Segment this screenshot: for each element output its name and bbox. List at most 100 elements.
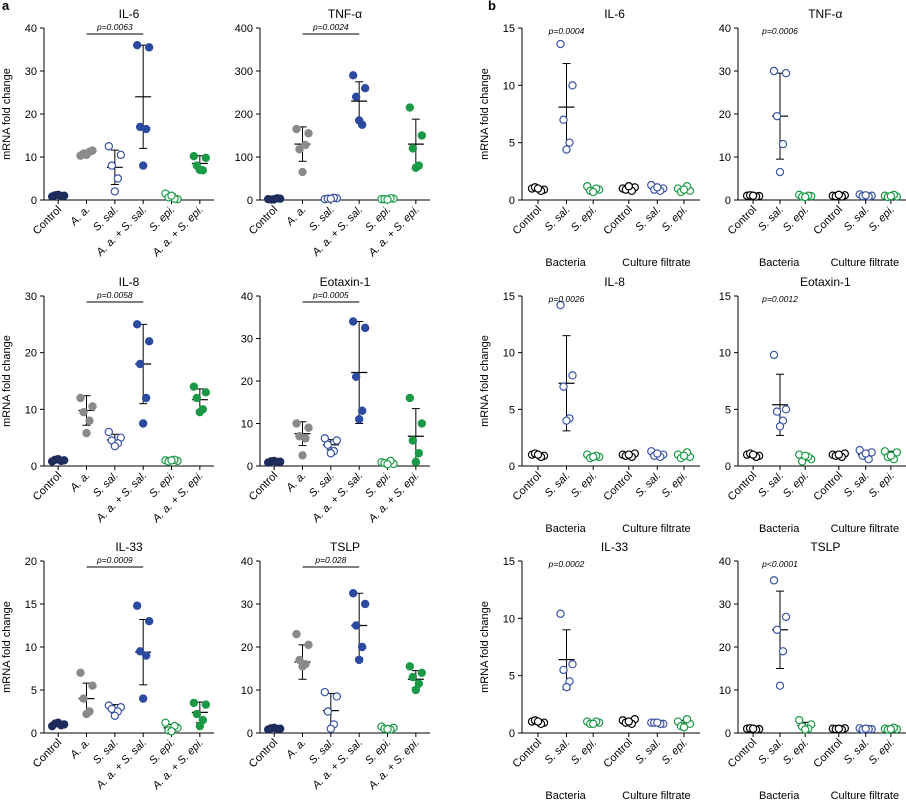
x-tick-label: S. epi.	[866, 470, 897, 501]
y-tick-label: 5	[509, 404, 515, 416]
x-tick-label: Control	[601, 470, 635, 504]
data-point	[861, 191, 870, 200]
x-tick-label: S. sal.	[543, 737, 573, 767]
data-point	[405, 662, 415, 671]
data-point	[411, 163, 421, 172]
section-label-culture-filtrate: Culture filtrate	[622, 257, 690, 269]
data-point	[653, 449, 662, 458]
p-value-label: p=0.0006	[761, 26, 798, 36]
data-point	[360, 599, 370, 609]
y-tick-label: 20	[719, 109, 731, 121]
data-point	[53, 718, 63, 727]
x-tick-label: Control	[726, 204, 760, 238]
x-tick-label: A. a.	[283, 204, 308, 229]
y-tick-label: 15	[503, 23, 515, 35]
data-point	[781, 612, 791, 622]
y-tick-label: 200	[235, 109, 253, 121]
x-tick-label: S. epi.	[660, 737, 691, 768]
data-point	[301, 434, 310, 443]
x-tick-label: S. epi.	[781, 737, 812, 768]
data-point	[748, 724, 758, 733]
section-label-bacteria: Bacteria	[759, 790, 800, 802]
data-point	[167, 456, 176, 465]
data-point	[408, 672, 418, 682]
data-point	[88, 402, 97, 411]
y-tick-label: 0	[31, 195, 37, 207]
data-point	[834, 724, 844, 733]
data-point	[834, 450, 844, 459]
y-tick-label: 5	[725, 404, 731, 416]
data-point	[332, 436, 342, 445]
data-point	[624, 450, 634, 459]
data-point	[360, 323, 370, 333]
x-tick-label: A. a. + S. epi.	[366, 204, 422, 260]
p-value-label: p=0.028	[314, 555, 346, 565]
y-tick-label: 30	[241, 599, 253, 611]
x-tick-label: S. sal.	[756, 204, 786, 234]
x-tick-label: S. sal.	[842, 470, 872, 500]
x-tick-label: S. sal.	[543, 204, 573, 234]
y-tick-label: 0	[725, 461, 731, 473]
data-point	[304, 423, 313, 432]
data-point	[653, 183, 662, 192]
section-label-bacteria: Bacteria	[545, 523, 586, 535]
data-point	[269, 194, 279, 204]
section-label-culture-filtrate: Culture filtrate	[831, 257, 899, 269]
data-point	[408, 436, 418, 445]
chart-title: IL-8	[119, 275, 140, 289]
data-point	[775, 681, 785, 690]
y-tick-label: 10	[503, 613, 515, 625]
y-tick-label: 10	[719, 152, 731, 164]
x-tick-label: A. a. + S. epi.	[150, 204, 206, 260]
data-point	[769, 350, 779, 360]
data-point	[348, 589, 358, 598]
x-tick-label: Control	[511, 737, 545, 771]
data-point	[53, 190, 63, 200]
data-point	[298, 662, 307, 671]
x-tick-label: S. sal.	[543, 470, 573, 500]
y-tick-label: 0	[31, 728, 37, 740]
chart-title: TNF-α	[328, 7, 362, 21]
chart-title: Eotaxin-1	[320, 275, 371, 289]
data-point	[556, 39, 565, 49]
data-point	[886, 191, 896, 201]
data-point	[775, 167, 785, 177]
data-point	[138, 694, 148, 703]
data-point	[76, 668, 85, 678]
y-tick-label: 10	[719, 348, 731, 360]
data-point	[298, 167, 307, 177]
data-point	[132, 601, 142, 610]
y-tick-label: 10	[503, 80, 515, 92]
data-point	[354, 655, 364, 665]
data-point	[351, 372, 361, 381]
data-point	[679, 451, 689, 460]
x-tick-label: Control	[811, 470, 845, 504]
data-point	[161, 718, 170, 727]
data-point	[562, 416, 571, 425]
data-point	[192, 709, 202, 719]
y-tick-label: 10	[241, 685, 253, 697]
x-tick-label: S. epi.	[866, 737, 897, 768]
panel-label-a: a	[2, 0, 10, 13]
data-point	[834, 190, 844, 200]
data-point	[195, 407, 205, 417]
data-point	[304, 640, 313, 650]
x-tick-label: Control	[726, 470, 760, 504]
data-point	[533, 184, 543, 193]
data-point	[85, 416, 94, 425]
section-label-culture-filtrate: Culture filtrate	[831, 790, 899, 802]
data-point	[801, 192, 810, 202]
x-tick-label: A. a.	[67, 737, 92, 762]
x-tick-label: Control	[511, 204, 545, 238]
chart-title: IL-8	[604, 275, 625, 289]
data-point	[556, 609, 565, 618]
x-tick-label: S. epi.	[569, 737, 600, 768]
data-point	[351, 92, 361, 102]
data-point	[113, 174, 123, 183]
y-axis-label: mRNA fold change	[479, 601, 491, 693]
y-tick-label: 5	[31, 685, 37, 697]
data-point	[132, 41, 142, 50]
